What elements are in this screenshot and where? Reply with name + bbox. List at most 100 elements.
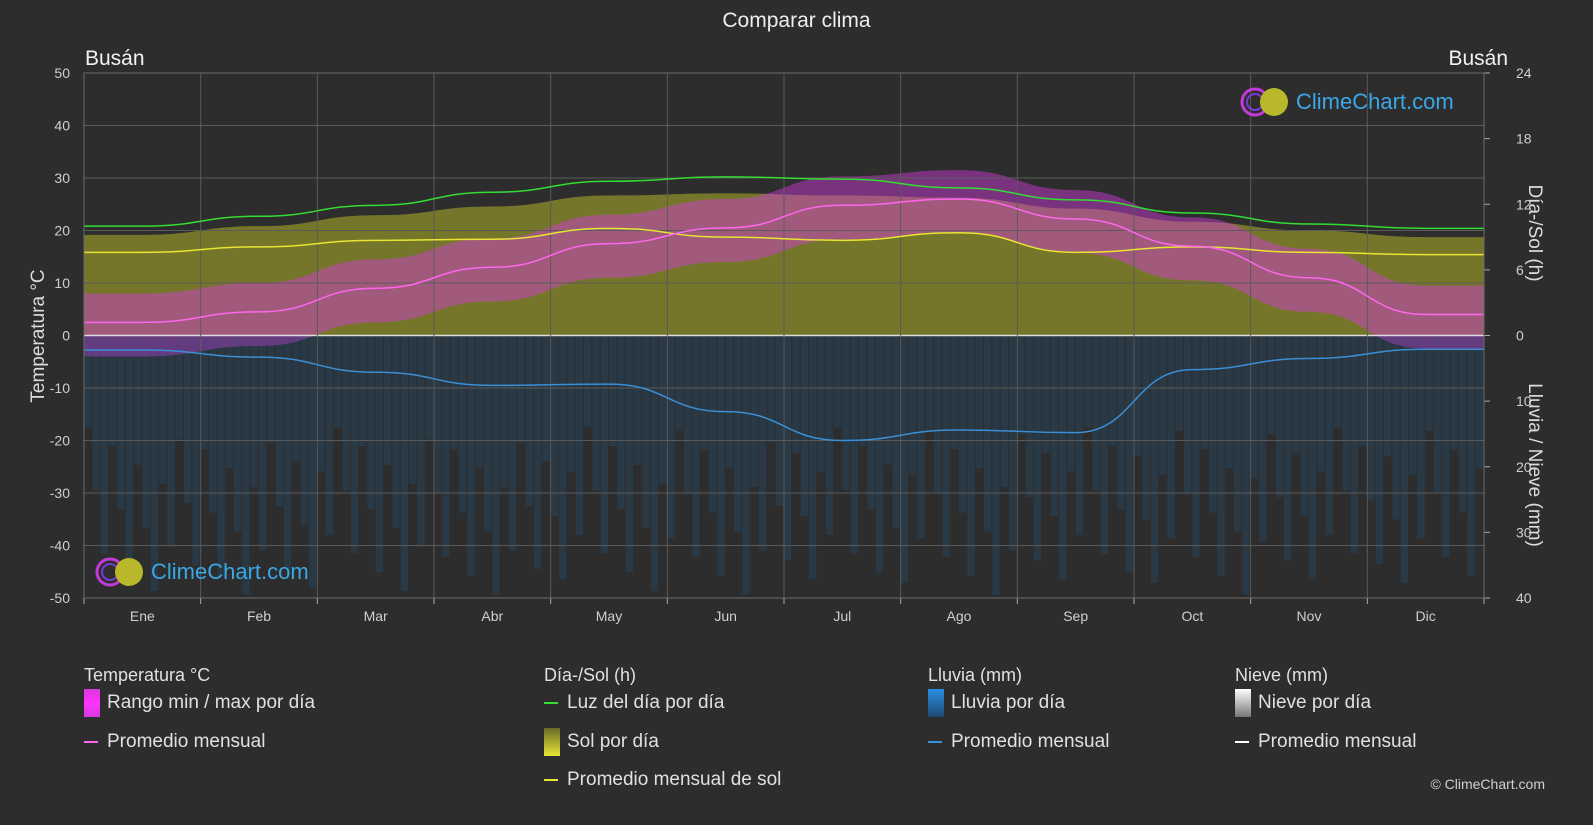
rain-bar <box>817 335 825 472</box>
rain-bar <box>492 335 500 595</box>
legend-rain-per-day: Lluvia por día <box>928 689 1065 717</box>
rain-bar <box>1159 335 1167 476</box>
rain-bar <box>1450 335 1458 450</box>
rain-bar <box>1459 335 1467 513</box>
rain-bar <box>667 335 675 539</box>
rain-bar <box>1184 335 1192 494</box>
rain-bar <box>175 335 183 440</box>
rain-bar <box>467 335 475 576</box>
rain-bar <box>1417 335 1425 539</box>
rain-bar <box>117 335 125 510</box>
rain-bar <box>1059 335 1067 580</box>
rain-bar <box>925 335 933 431</box>
rain-bar <box>200 335 208 450</box>
rain-bar <box>292 335 300 462</box>
rain-bar <box>600 335 608 554</box>
legend-snow-avg: Promedio mensual <box>1235 728 1416 756</box>
rain-bar <box>109 335 117 447</box>
rain-bar <box>767 335 775 443</box>
rain-bar <box>242 335 250 595</box>
rain-bar <box>775 335 783 506</box>
y-left-tick-label: -30 <box>50 485 70 501</box>
legend-sun-avg: Promedio mensual de sol <box>544 766 781 794</box>
rain-bar <box>1042 335 1050 453</box>
rain-bar <box>167 335 175 547</box>
rain-bar <box>525 335 533 506</box>
rain-bar <box>884 335 892 465</box>
city-label-right: Busán <box>1448 47 1508 70</box>
legend-snow-per-day-label: Nieve por día <box>1258 692 1372 713</box>
y-left-tick-label: 50 <box>54 65 70 81</box>
rain-bar <box>942 335 950 558</box>
snow-per-day-swatch <box>1235 689 1251 717</box>
rain-bar <box>617 335 625 510</box>
y-right-top-tick-label: 24 <box>1516 65 1532 81</box>
y-axis-right-top-title: Día-/Sol (h) <box>1524 184 1545 281</box>
rain-bar <box>709 335 717 513</box>
rain-bar <box>1259 335 1267 542</box>
x-tick-label: Feb <box>247 608 271 624</box>
plot-frame <box>83 72 1485 599</box>
rain-bar <box>1292 335 1300 453</box>
x-tick-label: Mar <box>364 608 388 624</box>
rain-bar <box>367 335 375 510</box>
y-left-tick-label: -10 <box>50 380 70 396</box>
sun-avg-swatch <box>544 779 558 781</box>
rain-bar <box>592 335 600 491</box>
rain-bar <box>417 335 425 547</box>
rain-bar <box>192 335 200 566</box>
legend-sun-per-day-label: Sol por día <box>567 731 659 752</box>
rain-bar <box>1209 335 1217 513</box>
legend-temp-avg-label: Promedio mensual <box>107 731 266 752</box>
rain-bar <box>1217 335 1225 576</box>
rain-bar <box>700 335 708 450</box>
rain-bar <box>1275 335 1283 498</box>
x-tick-label: Jun <box>714 608 737 624</box>
rain-bar <box>284 335 292 569</box>
rain-bar <box>1125 335 1133 573</box>
logo-bottom[interactable]: ClimeChart.com <box>95 556 309 588</box>
rain-bar <box>892 335 900 529</box>
rain-bar <box>1442 335 1450 558</box>
rain-bar <box>717 335 725 576</box>
rain-bar <box>125 335 133 573</box>
rain-bar <box>625 335 633 573</box>
rain-bar <box>1242 335 1250 595</box>
y-left-tick-label: 20 <box>54 223 70 239</box>
rain-bar <box>1142 335 1150 520</box>
rain-bar <box>684 335 692 494</box>
rain-bar <box>1267 335 1275 435</box>
rain-bar <box>542 335 550 462</box>
rain-bar <box>1225 335 1233 469</box>
legend-rain-avg: Promedio mensual <box>928 728 1109 756</box>
rain-bar <box>142 335 150 529</box>
rain-bar <box>584 335 592 428</box>
rain-bar <box>759 335 767 551</box>
rain-bar <box>309 335 317 588</box>
legend-sun-per-day: Sol por día <box>544 728 659 756</box>
rain-bar <box>342 335 350 491</box>
logo-text: ClimeChart.com <box>1296 89 1454 114</box>
rain-bar <box>234 335 242 532</box>
rain-bar <box>359 335 367 447</box>
sunshine-avg-line <box>84 227 1484 256</box>
rain-bar <box>275 335 283 506</box>
temp-avg-swatch <box>84 741 98 743</box>
y-left-tick-label: -40 <box>50 538 70 554</box>
logo-top[interactable]: ClimeChart.com <box>1240 86 1454 118</box>
rain-bar <box>1400 335 1408 583</box>
legend-snow-per-day: Nieve por día <box>1235 689 1371 717</box>
daylight-swatch <box>544 702 558 704</box>
rain-bar <box>750 335 758 488</box>
rain-bar <box>675 335 683 431</box>
rain-per-day-swatch <box>928 689 944 717</box>
rain-bar <box>1475 335 1483 469</box>
rain-bar <box>300 335 308 525</box>
y-left-tick-label: 10 <box>54 275 70 291</box>
legend-daylight-label: Luz del día por día <box>567 692 725 713</box>
rain-bar <box>1084 335 1092 428</box>
y-right-bottom-tick-label: 20 <box>1516 459 1532 475</box>
rain-bar <box>1334 335 1342 428</box>
y-right-bottom-tick-label: 40 <box>1516 590 1532 606</box>
